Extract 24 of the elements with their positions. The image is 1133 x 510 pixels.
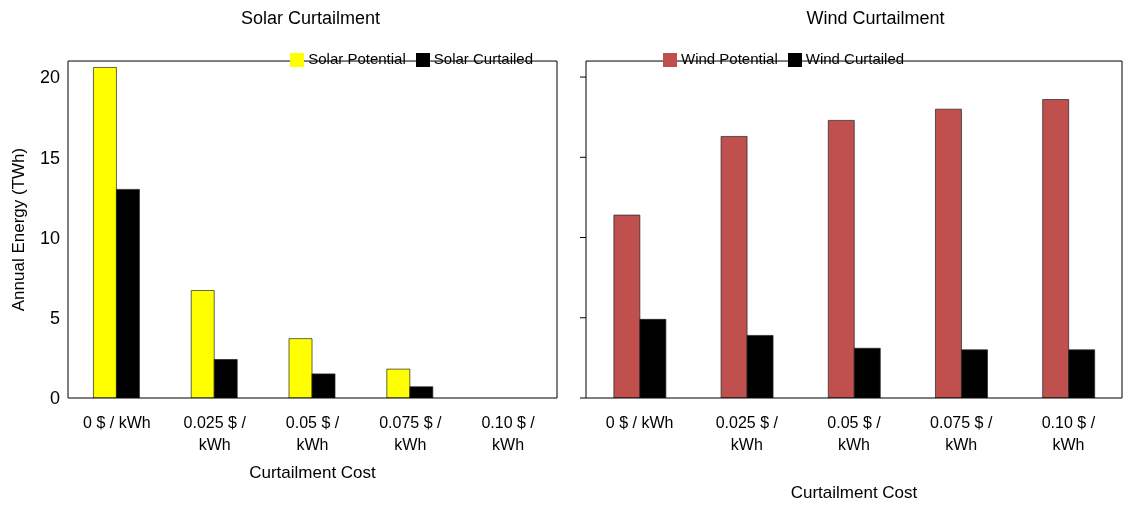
x-tick-label: 0.025 $ / kWh (183, 414, 247, 453)
x-tick-label: 0.025 $ / kWh (715, 414, 779, 453)
chart-title: Wind Curtailment (805, 8, 946, 30)
x-tick-label: 0.05 $ / kWh (827, 414, 882, 453)
x-tick-label: 0 $ / kWh (83, 414, 151, 431)
x-axis-title: Curtailment Cost (249, 463, 377, 482)
x-tick-label: 0 $ / kWh (605, 414, 674, 431)
x-tick-label: 0.075 $ / kWh (930, 414, 993, 453)
legend-label: Solar Potential (308, 50, 406, 67)
x-tick-label: 0.05 $ / kWh (285, 414, 340, 453)
x-axis-title: Curtailment Cost (790, 483, 918, 502)
x-tick-label: 0.10 $ / kWh (1041, 414, 1096, 453)
x-tick-label: 0.075 $ / kWh (379, 414, 442, 453)
y-tick-label: 15 (39, 147, 60, 168)
y-tick-label: 0 (49, 388, 60, 409)
legend-label: Wind Curtailed (805, 50, 905, 67)
x-tick-label: 0.10 $ / kWh (481, 414, 536, 453)
legend-label: Solar Curtailed (433, 50, 533, 67)
legend-label: Wind Potential (681, 50, 778, 67)
chart-title: Solar Curtailment (239, 8, 382, 30)
y-axis-title: Annual Energy (TWh) (9, 147, 29, 312)
y-tick-label: 10 (39, 227, 60, 248)
y-tick-label: 5 (49, 308, 60, 329)
y-tick-label: 20 (39, 67, 60, 88)
